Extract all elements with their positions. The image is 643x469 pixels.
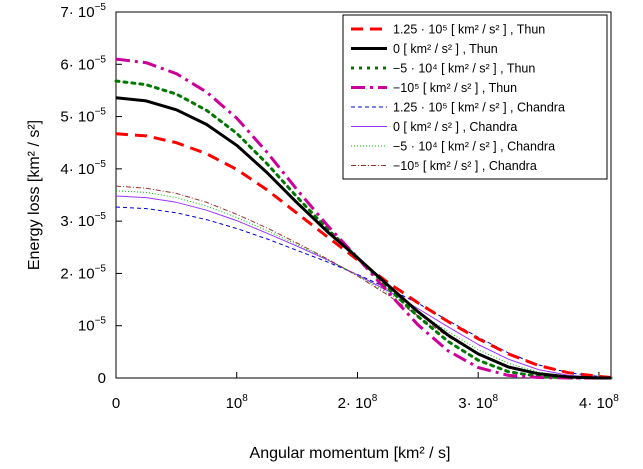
series-line-4 <box>115 57 611 380</box>
y-tick-label: 5· 10−5 <box>60 107 106 126</box>
legend-label: 0 [ km² / s² ] , Chandra <box>393 120 517 134</box>
y-tick-label: 3· 10−5 <box>60 211 106 230</box>
y-axis-label: Energy loss [km² / s²] <box>26 120 43 270</box>
x-tick-label: 2· 108 <box>338 393 378 412</box>
y-tick-exponent: −5 <box>95 54 107 65</box>
x-tick-label: 3· 108 <box>458 393 498 412</box>
legend-label: −5 · 10⁴ [ km² / s² ] , Thun <box>393 62 535 76</box>
legend-label: 1.25 · 10⁵ [ km² / s² ] , Thun <box>393 23 545 37</box>
legend-label: −5 · 10⁴ [ km² / s² ] , Chandra <box>393 140 555 154</box>
x-tick-label: 0 <box>112 395 120 412</box>
series-line-7 <box>115 190 611 379</box>
y-tick-exponent: −5 <box>95 211 107 222</box>
series-line-2 <box>115 96 611 380</box>
legend-label: −10⁵ [ km² / s² ] , Thun <box>393 81 517 95</box>
y-tick-label: 4· 10−5 <box>60 159 106 178</box>
y-tick-exponent: −5 <box>95 107 107 118</box>
y-tick-label: 2· 10−5 <box>60 263 106 282</box>
x-tick-exponent: 8 <box>613 393 619 404</box>
y-tick-label: 7· 10−5 <box>60 2 106 21</box>
x-tick-label: 108 <box>226 393 249 412</box>
y-tick-label: 0 <box>98 370 106 387</box>
x-tick-exponent: 8 <box>242 393 248 404</box>
x-tick-exponent: 8 <box>493 393 499 404</box>
x-tick-exponent: 8 <box>372 393 378 404</box>
y-tick-exponent: −5 <box>95 263 107 274</box>
legend-label: −10⁵ [ km² / s² ] , Chandra <box>393 159 537 173</box>
plot-area <box>115 11 612 379</box>
series-line-8 <box>115 185 611 379</box>
x-tick-label: 4· 108 <box>579 393 619 412</box>
legend-label: 0 [ km² / s² ] , Thun <box>393 42 498 56</box>
y-tick-label: 10−5 <box>78 316 107 335</box>
series-line-5 <box>115 206 612 378</box>
y-tick-exponent: −5 <box>95 316 107 327</box>
series-line-1 <box>115 132 612 379</box>
legend-box <box>342 14 608 180</box>
legend: 1.25 · 10⁵ [ km² / s² ] , Thun 0 [ km² / … <box>342 14 608 180</box>
series-lines <box>114 57 613 380</box>
legend-label: 1.25 · 10⁵ [ km² / s² ] , Chandra <box>393 101 565 115</box>
series-line-6 <box>115 195 612 379</box>
y-tick-exponent: −5 <box>95 159 107 170</box>
y-tick-exponent: −5 <box>95 2 107 13</box>
x-axis-label: Angular momentum [km² / s] <box>250 445 451 462</box>
y-tick-label: 6· 10−5 <box>60 54 106 73</box>
